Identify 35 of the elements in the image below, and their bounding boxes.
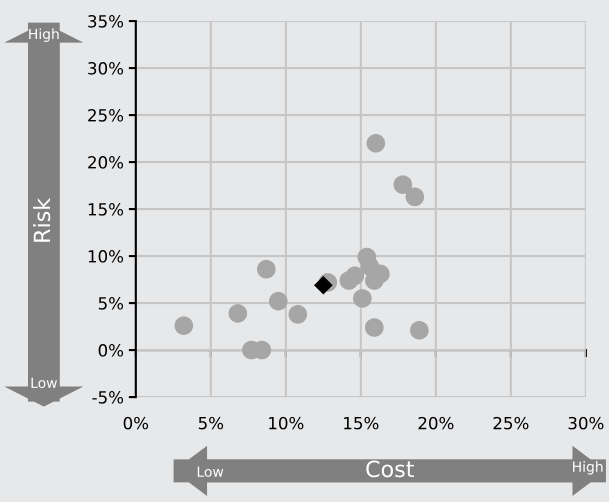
point — [174, 316, 194, 335]
point — [314, 276, 333, 295]
point — [257, 260, 276, 279]
y-tick-label: -5% — [92, 391, 124, 404]
x-tick-label: 10% — [269, 416, 304, 430]
x-axis-title: Cost — [366, 460, 414, 478]
y-tick-label: 0% — [98, 344, 124, 357]
point — [353, 289, 372, 308]
point — [365, 318, 384, 337]
y-tick-label: 25% — [88, 109, 124, 122]
y-axis-title: Risk — [33, 198, 50, 242]
x-tick-label: 5% — [198, 416, 224, 430]
point — [346, 266, 364, 286]
point — [269, 292, 288, 311]
text: High — [573, 461, 602, 475]
point — [366, 134, 386, 153]
point — [394, 175, 412, 194]
y-tick-label: 20% — [88, 156, 124, 169]
x-tick-label: 0% — [124, 416, 148, 430]
y-tick-label: 30% — [88, 62, 124, 75]
y-tick-label: 5% — [98, 297, 124, 310]
point — [410, 321, 429, 340]
text: High — [29, 28, 59, 42]
x-tick-label: 20% — [418, 416, 454, 430]
text: Low — [198, 466, 224, 477]
point — [288, 305, 308, 324]
point — [406, 188, 424, 206]
y-tick-label: 15% — [88, 203, 124, 216]
x-tick-label: 15% — [344, 416, 378, 430]
x-tick-label: 30% — [568, 416, 604, 430]
y-tick-label: 35% — [88, 15, 124, 28]
text: Low — [32, 378, 57, 388]
x-tick-label: 25% — [494, 416, 528, 430]
point — [228, 304, 248, 323]
y-tick-label: 10% — [88, 250, 124, 263]
